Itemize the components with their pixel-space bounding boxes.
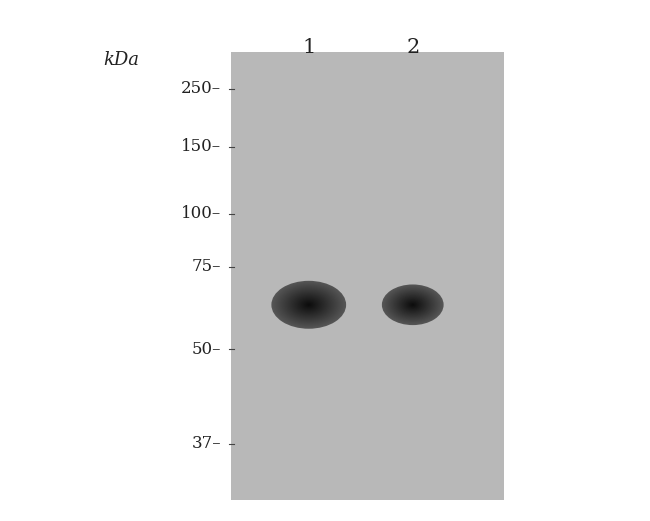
Ellipse shape (407, 301, 419, 309)
Ellipse shape (301, 300, 317, 309)
Ellipse shape (289, 292, 328, 317)
Ellipse shape (393, 292, 432, 318)
Ellipse shape (294, 295, 324, 314)
Text: 100–: 100– (181, 205, 221, 222)
Ellipse shape (394, 293, 432, 317)
Ellipse shape (404, 299, 421, 311)
Ellipse shape (410, 303, 415, 306)
Ellipse shape (282, 288, 335, 322)
Ellipse shape (395, 293, 430, 316)
Ellipse shape (403, 299, 422, 311)
FancyBboxPatch shape (231, 52, 504, 500)
Ellipse shape (411, 304, 414, 306)
Ellipse shape (292, 294, 325, 315)
Ellipse shape (278, 284, 340, 325)
Ellipse shape (280, 287, 337, 323)
Ellipse shape (406, 300, 420, 309)
Ellipse shape (396, 294, 429, 315)
Text: 150–: 150– (181, 139, 221, 155)
Ellipse shape (392, 291, 434, 319)
Ellipse shape (399, 296, 426, 314)
Ellipse shape (276, 284, 342, 326)
Ellipse shape (304, 302, 313, 308)
Ellipse shape (272, 281, 346, 329)
Ellipse shape (297, 297, 320, 313)
Ellipse shape (273, 282, 344, 328)
Ellipse shape (409, 302, 417, 307)
Ellipse shape (288, 291, 330, 318)
Text: 75–: 75– (192, 258, 221, 275)
Ellipse shape (388, 289, 437, 321)
Ellipse shape (382, 284, 443, 325)
Ellipse shape (400, 296, 425, 313)
Ellipse shape (283, 289, 334, 321)
Text: kDa: kDa (104, 51, 140, 69)
Ellipse shape (285, 290, 333, 320)
Ellipse shape (385, 287, 440, 322)
Ellipse shape (402, 297, 424, 312)
Ellipse shape (303, 301, 315, 308)
Ellipse shape (295, 296, 322, 314)
Ellipse shape (408, 302, 418, 308)
Ellipse shape (384, 286, 441, 324)
Ellipse shape (383, 286, 443, 324)
Text: 1: 1 (302, 39, 315, 57)
Ellipse shape (307, 304, 310, 306)
Ellipse shape (300, 299, 318, 311)
Text: 2: 2 (406, 39, 419, 57)
Text: 250–: 250– (181, 80, 221, 97)
Ellipse shape (387, 288, 439, 322)
Ellipse shape (291, 293, 327, 316)
Ellipse shape (398, 295, 428, 315)
Ellipse shape (286, 290, 332, 319)
Ellipse shape (306, 303, 312, 307)
Ellipse shape (298, 298, 319, 312)
Ellipse shape (279, 286, 339, 324)
Ellipse shape (274, 283, 343, 327)
Text: 50–: 50– (192, 341, 221, 357)
Ellipse shape (391, 290, 435, 319)
Ellipse shape (389, 289, 436, 320)
Text: 37–: 37– (191, 436, 221, 452)
